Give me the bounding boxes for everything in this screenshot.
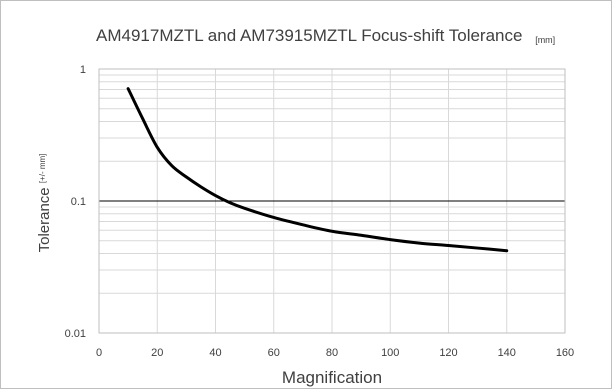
x-axis-label: Magnification — [282, 368, 382, 387]
x-tick-label: 100 — [381, 347, 399, 359]
x-tick-label: 40 — [209, 347, 221, 359]
y-axis-label-text: Tolerance — [36, 187, 53, 252]
x-tick-label: 20 — [151, 347, 163, 359]
chart-title-unit: [mm] — [535, 35, 555, 45]
x-tick-label: 80 — [326, 347, 338, 359]
tolerance-series-line — [126, 87, 509, 253]
x-tick-label: 140 — [498, 347, 516, 359]
grid — [98, 68, 566, 334]
y-axis-label: Tolerance [+/- mm] — [36, 154, 53, 253]
x-tick-label: 120 — [439, 347, 457, 359]
plot-area-border — [98, 68, 566, 334]
x-tick-label: 160 — [556, 347, 574, 359]
chart-title: AM4917MZTL and AM73915MZTL Focus-shift T… — [96, 26, 555, 45]
y-tick-label: 0.1 — [71, 196, 86, 208]
tick-labels: 0 20 40 60 80 100 120 140 160 0.01 0.1 1 — [65, 64, 575, 359]
series-layer — [126, 87, 509, 253]
y-axis-label-unit: [+/- mm] — [38, 154, 47, 184]
y-tick-label: 0.01 — [65, 328, 86, 340]
y-tick-label: 1 — [80, 64, 86, 76]
chart-title-text: AM4917MZTL and AM73915MZTL Focus-shift T… — [96, 26, 522, 45]
x-tick-label: 60 — [268, 347, 280, 359]
x-tick-label: 0 — [96, 347, 102, 359]
